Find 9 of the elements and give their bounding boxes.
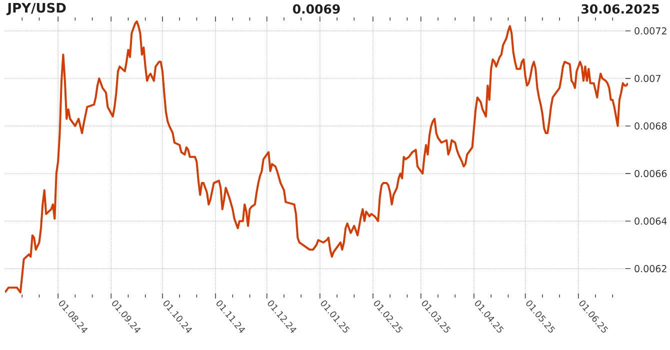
text: 0.0069 bbox=[292, 4, 340, 14]
y-tick-label: 0.0066 bbox=[634, 170, 667, 178]
text: 30.06.2025 bbox=[582, 4, 659, 14]
chart-title: JPY/USD bbox=[6, 2, 66, 16]
y-tick-label: 0.0062 bbox=[634, 265, 666, 272]
y-tick-label: 0.007 bbox=[634, 74, 660, 82]
y-tick-label: 0.0064 bbox=[634, 217, 667, 225]
y-tick-label: 0.0068 bbox=[634, 122, 667, 130]
y-tick-label: 0.0072 bbox=[634, 27, 666, 34]
